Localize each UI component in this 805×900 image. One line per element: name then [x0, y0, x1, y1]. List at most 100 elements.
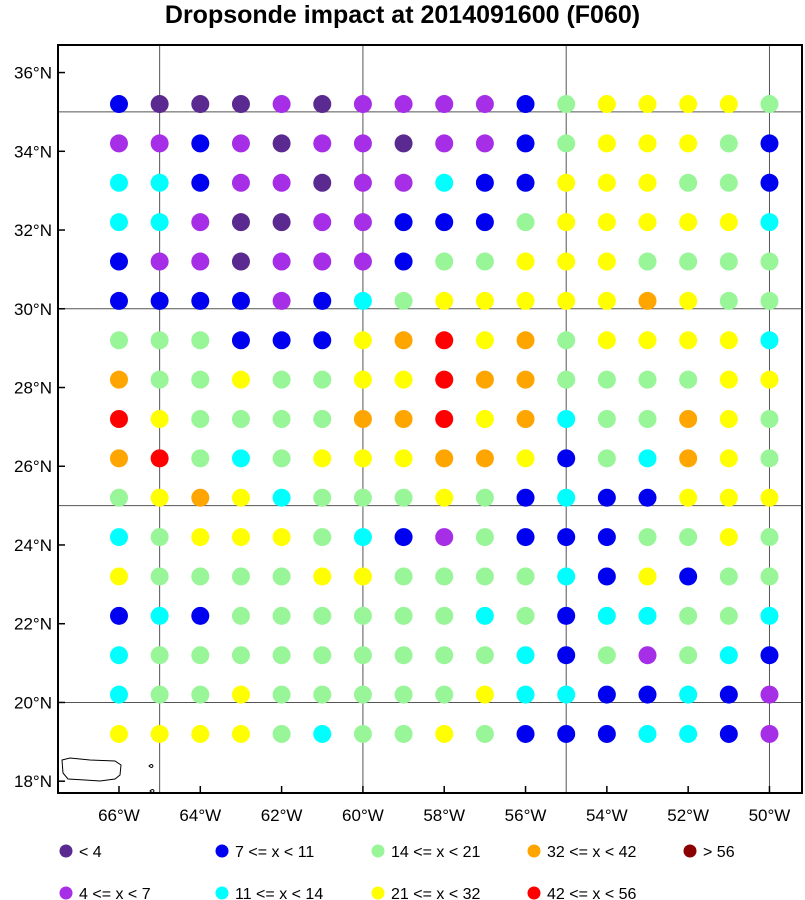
dropsonde-points	[109, 95, 779, 743]
y-tick-label: 36°N	[14, 64, 52, 83]
island-small-1	[148, 764, 154, 768]
legend-label: 4 <= x < 7	[79, 886, 151, 900]
data-point	[313, 724, 332, 743]
data-point	[679, 213, 698, 232]
data-point	[679, 567, 698, 586]
data-point	[435, 567, 454, 586]
data-point	[353, 488, 372, 507]
data-point	[475, 331, 494, 350]
data-point	[109, 410, 128, 428]
data-point	[394, 528, 413, 547]
data-point	[760, 134, 779, 153]
data-point	[516, 134, 535, 153]
data-point	[760, 567, 779, 586]
data-point	[516, 173, 535, 192]
data-point	[272, 528, 291, 547]
data-point	[109, 646, 128, 665]
data-point	[272, 252, 291, 271]
data-point	[516, 252, 535, 271]
data-point	[760, 488, 779, 507]
data-point	[597, 213, 616, 232]
data-point	[150, 646, 169, 665]
data-point	[231, 95, 250, 114]
data-point	[719, 291, 738, 310]
data-point	[353, 213, 372, 232]
data-point	[638, 567, 657, 586]
legend-swatch	[215, 844, 229, 858]
data-point	[231, 213, 250, 232]
data-point	[353, 685, 372, 704]
data-point	[231, 528, 250, 547]
data-point	[150, 95, 169, 114]
x-tick-label: 62°W	[261, 806, 303, 825]
data-point	[679, 291, 698, 310]
data-point	[231, 449, 250, 468]
data-point	[638, 370, 657, 389]
data-point	[109, 370, 128, 389]
data-point	[150, 449, 169, 468]
data-point	[109, 95, 128, 114]
data-point	[394, 173, 413, 192]
data-point	[109, 331, 128, 350]
data-point	[394, 331, 413, 350]
data-point	[272, 567, 291, 586]
data-point	[760, 606, 779, 625]
data-point	[231, 410, 250, 428]
data-point	[638, 134, 657, 153]
data-point	[150, 685, 169, 704]
data-point	[394, 370, 413, 389]
x-tick-label: 60°W	[342, 806, 384, 825]
data-point	[313, 488, 332, 507]
data-point	[597, 370, 616, 389]
data-point	[109, 173, 128, 192]
data-point	[760, 291, 779, 310]
data-point	[557, 685, 576, 704]
data-point	[516, 488, 535, 507]
data-point	[638, 646, 657, 665]
data-point	[719, 528, 738, 547]
data-point	[435, 685, 454, 704]
data-point	[516, 685, 535, 704]
data-point	[719, 370, 738, 389]
data-point	[313, 252, 332, 271]
data-point	[191, 567, 210, 586]
data-point	[272, 646, 291, 665]
legend-label: < 4	[79, 844, 102, 861]
data-point	[231, 291, 250, 310]
data-point	[150, 331, 169, 350]
data-point	[597, 291, 616, 310]
data-point	[475, 213, 494, 232]
data-point	[557, 173, 576, 192]
data-point	[313, 606, 332, 625]
data-point	[313, 528, 332, 547]
data-point	[638, 410, 657, 428]
data-point	[435, 173, 454, 192]
data-point	[272, 134, 291, 153]
data-point	[394, 252, 413, 271]
data-point	[272, 685, 291, 704]
x-tick-label: 50°W	[749, 806, 791, 825]
y-tick-label: 32°N	[14, 221, 52, 240]
data-point	[638, 291, 657, 310]
data-point	[313, 95, 332, 114]
data-point	[760, 528, 779, 547]
data-point	[638, 95, 657, 114]
data-point	[638, 449, 657, 468]
data-point	[760, 252, 779, 271]
data-point	[191, 606, 210, 625]
y-tick-label: 26°N	[14, 457, 52, 476]
data-point	[435, 213, 454, 232]
data-point	[516, 370, 535, 389]
map-frame	[57, 44, 803, 794]
x-tick-label: 66°W	[98, 806, 140, 825]
y-tick-label: 30°N	[14, 300, 52, 319]
data-point	[557, 449, 576, 468]
data-point	[191, 724, 210, 743]
data-point	[475, 410, 494, 428]
y-tick-label: 34°N	[14, 142, 52, 161]
data-point	[150, 370, 169, 389]
data-point	[679, 173, 698, 192]
data-point	[191, 95, 210, 114]
data-point	[313, 173, 332, 192]
